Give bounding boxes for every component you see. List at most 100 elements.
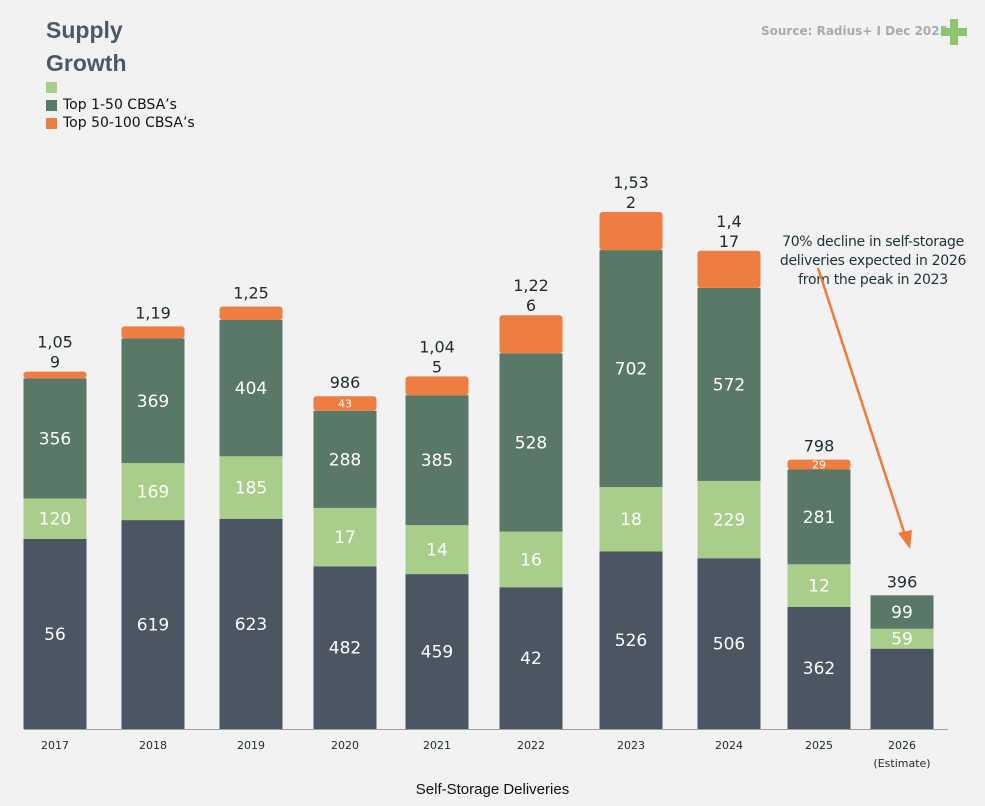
segment-label: 185	[235, 479, 267, 499]
segment-label: 42	[520, 649, 542, 669]
legend-swatch	[46, 81, 57, 93]
bar-segment	[870, 628, 934, 649]
segment-label: 528	[515, 433, 547, 453]
x-axis-title: Self-Storage Deliveries	[415, 781, 570, 798]
bar-segment	[313, 410, 377, 508]
segment-label: 619	[137, 616, 169, 636]
total-label: 1,19	[135, 303, 171, 322]
segment-label: 43	[338, 397, 352, 410]
bar-segment	[23, 371, 87, 379]
bar-segment	[599, 211, 663, 251]
bar-segment	[787, 469, 851, 565]
segment-label: 362	[803, 659, 835, 679]
bar-segment	[787, 606, 851, 729]
segment-label: 385	[421, 451, 453, 471]
bar-segment	[697, 287, 761, 481]
bar-segment	[121, 326, 185, 339]
bar-segment	[23, 498, 87, 539]
bar-segment	[499, 315, 563, 354]
total-label: 1,05 9	[37, 333, 73, 372]
segment-label: 18	[620, 510, 642, 530]
bar-segment	[121, 520, 185, 729]
bar-segment	[405, 376, 469, 396]
plus-logo-icon	[941, 19, 967, 45]
bar-segment	[787, 459, 851, 470]
bar-segment	[787, 564, 851, 607]
legend-item: Top 1-50 CBSA’s	[46, 96, 195, 114]
bar-segment	[313, 396, 377, 411]
bar-segment	[697, 250, 761, 288]
legend-swatch	[46, 99, 57, 111]
legend-item: Top 50-100 CBSA’s	[46, 114, 195, 132]
segment-label: 99	[891, 603, 913, 623]
bar-segment	[697, 558, 761, 729]
legend-swatch	[46, 117, 57, 129]
segment-label: 59	[891, 630, 913, 650]
bar-segment	[219, 306, 283, 320]
source-note: Source: Radius+ I Dec 2025	[761, 24, 948, 38]
chart-title: Supply Growth	[46, 17, 127, 76]
segment-label: 526	[615, 631, 647, 651]
total-label: 1,4 17	[716, 212, 741, 251]
segment-label: 404	[235, 379, 267, 399]
legend-label: Top 1-50 CBSA’s	[63, 97, 177, 113]
total-label: 986	[330, 373, 361, 392]
segment-label: 120	[39, 510, 71, 530]
x-tick-label: 2026 (Estimate)	[873, 739, 930, 770]
bar-segment	[313, 566, 377, 729]
total-label: 1,53 2	[613, 173, 649, 212]
bar-segment	[23, 538, 87, 729]
segment-label: 702	[615, 360, 647, 380]
legend: Top 1-50 CBSA’s Top 50-100 CBSA’s	[46, 78, 195, 132]
bar-segment	[599, 487, 663, 552]
segment-label: 506	[713, 635, 745, 655]
x-tick-label: 2024	[715, 739, 743, 752]
total-label: 1,04 5	[419, 337, 455, 376]
segment-label: 623	[235, 615, 267, 635]
x-tick-label: 2019	[237, 739, 265, 752]
total-label: 1,22 6	[513, 276, 549, 315]
bar-segment	[499, 587, 563, 729]
bar-segment	[405, 525, 469, 575]
x-tick-label: 2022	[517, 739, 545, 752]
segment-label: 29	[812, 459, 826, 472]
bar-segment	[405, 395, 469, 526]
total-label: 396	[887, 572, 918, 591]
bar-segment	[219, 456, 283, 519]
segment-label: 17	[334, 528, 356, 548]
bar-segment	[219, 319, 283, 457]
segment-label: 369	[137, 392, 169, 412]
bar-segment	[599, 250, 663, 488]
segment-label: 16	[520, 550, 542, 570]
bar-segment	[121, 338, 185, 464]
segment-label: 12	[808, 577, 830, 597]
bar-segment	[23, 378, 87, 499]
segment-label: 169	[137, 483, 169, 503]
total-label: 1,25	[233, 283, 269, 302]
segment-label: 288	[329, 450, 361, 470]
segment-label: 572	[713, 375, 745, 395]
segment-label: 14	[426, 541, 448, 561]
legend-item	[46, 78, 195, 96]
bar-segment	[313, 507, 377, 567]
x-tick-label: 2025	[805, 739, 833, 752]
segment-label: 229	[713, 511, 745, 531]
bar-segment	[219, 518, 283, 729]
x-tick-label: 2020	[331, 739, 359, 752]
x-tick-label: 2017	[41, 739, 69, 752]
bar-segment	[697, 480, 761, 559]
x-tick-label: 2021	[423, 739, 451, 752]
annotation-text: 70% decline in self-storage deliveries e…	[779, 234, 967, 288]
bar-segment	[870, 648, 934, 729]
bar-segment	[121, 463, 185, 521]
x-tick-label: 2018	[139, 739, 167, 752]
x-tick-label: 2023	[617, 739, 645, 752]
bar-segment	[499, 353, 563, 532]
segment-label: 482	[329, 639, 361, 659]
total-label: 798	[804, 437, 835, 456]
segment-label: 356	[39, 429, 71, 449]
legend-label: Top 50-100 CBSA’s	[63, 115, 195, 131]
bar-segment	[599, 551, 663, 729]
segment-label: 56	[44, 625, 66, 645]
